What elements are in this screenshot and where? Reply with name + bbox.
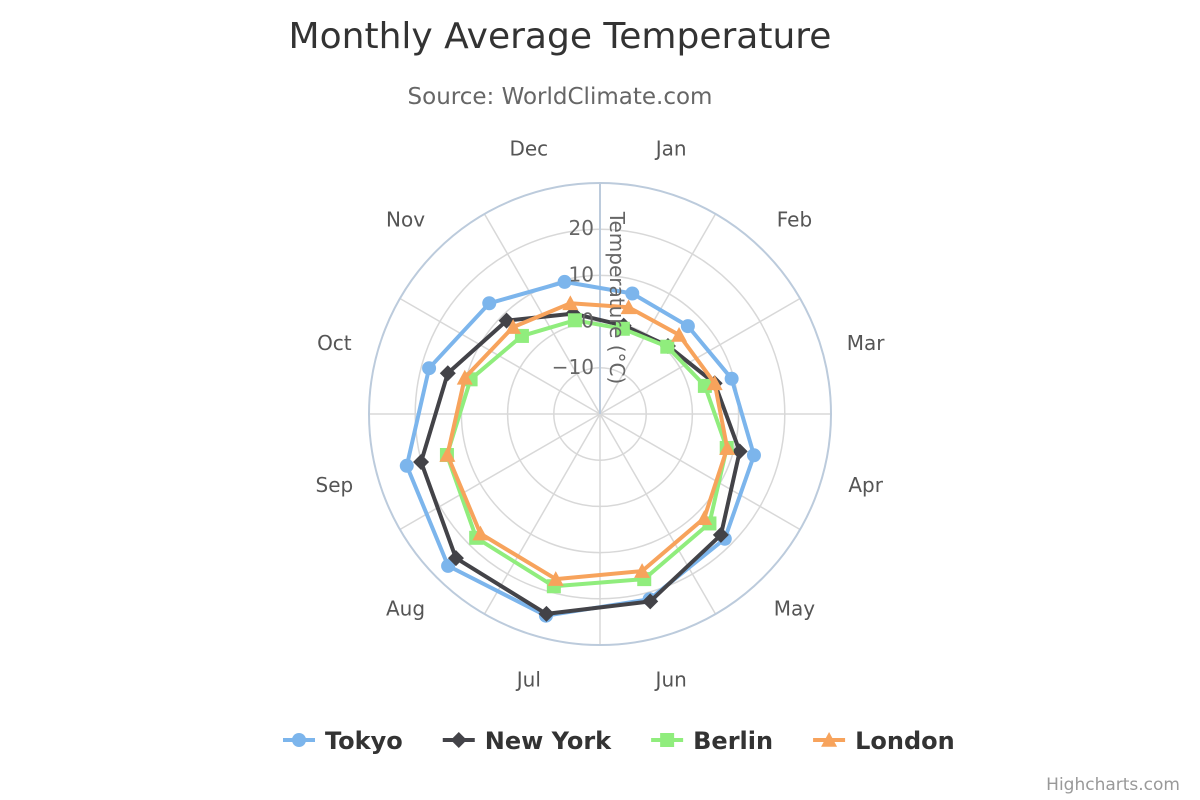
series-line-london[interactable] xyxy=(445,301,730,582)
chart-title: Monthly Average Temperature xyxy=(289,16,832,57)
data-point-london-nov[interactable] xyxy=(505,319,522,334)
legend: Tokyo New York Berlin London xyxy=(283,727,955,755)
category-label-jul: Jul xyxy=(515,668,541,692)
data-point-new-york-jun[interactable] xyxy=(642,593,659,610)
legend-item-new-york[interactable]: New York xyxy=(442,727,612,755)
data-point-tokyo-feb[interactable] xyxy=(680,319,695,334)
data-point-new-york-aug[interactable] xyxy=(447,550,464,567)
data-point-new-york-jul[interactable] xyxy=(538,605,555,622)
y-tick-label: −10 xyxy=(552,355,594,379)
legend-label-tokyo: Tokyo xyxy=(325,727,403,755)
legend-item-london[interactable]: London xyxy=(813,727,955,755)
data-point-london-dec[interactable] xyxy=(562,295,579,311)
category-label-oct: Oct xyxy=(317,331,352,355)
data-point-tokyo-oct[interactable] xyxy=(422,361,437,376)
legend-marker-diamond[interactable] xyxy=(450,732,467,748)
legend-item-berlin[interactable]: Berlin xyxy=(651,727,773,755)
legend-marker-triangle[interactable] xyxy=(821,732,838,747)
data-point-london-may[interactable] xyxy=(696,510,713,526)
data-point-tokyo-sep[interactable] xyxy=(399,458,414,473)
radial-grid-line xyxy=(399,413,601,531)
legend-marker-square[interactable] xyxy=(660,733,675,747)
category-label-jan: Jan xyxy=(654,136,687,160)
category-label-apr: Apr xyxy=(848,473,883,497)
y-tick-label: 0 xyxy=(581,309,594,333)
data-point-tokyo-jan[interactable] xyxy=(625,286,640,301)
data-point-london-feb[interactable] xyxy=(671,326,688,342)
category-label-jun: Jun xyxy=(654,668,687,692)
category-label-mar: Mar xyxy=(847,331,886,355)
data-point-tokyo-nov[interactable] xyxy=(482,296,497,311)
category-label-aug: Aug xyxy=(386,596,425,620)
polar-grid xyxy=(368,182,832,646)
data-point-berlin-jan[interactable] xyxy=(615,321,630,336)
radial-grid-line xyxy=(599,297,801,415)
y-tick-label: 10 xyxy=(569,262,594,286)
radial-grid-line xyxy=(483,413,601,615)
legend-label-new-york: New York xyxy=(485,727,612,755)
data-point-london-sep[interactable] xyxy=(439,446,456,462)
chart-subtitle: Source: WorldClimate.com xyxy=(408,84,713,110)
category-label-feb: Feb xyxy=(777,208,812,232)
axis-labels: Jan Feb Mar Apr May Jun Jul Aug Sep Oct Nov Dec −10 0… xyxy=(316,136,886,691)
category-label-nov: Nov xyxy=(386,208,425,232)
data-point-new-york-apr[interactable] xyxy=(731,443,748,460)
category-label-dec: Dec xyxy=(509,136,548,160)
data-point-london-mar[interactable] xyxy=(706,375,723,391)
series-london[interactable] xyxy=(439,295,736,586)
data-point-new-york-oct[interactable] xyxy=(439,365,456,382)
radial-grid-line xyxy=(599,213,717,415)
data-point-tokyo-mar[interactable] xyxy=(724,371,739,386)
data-point-london-jan[interactable] xyxy=(620,299,637,315)
data-point-berlin-dec[interactable] xyxy=(567,313,582,328)
category-label-may: May xyxy=(774,596,816,620)
data-point-tokyo-aug[interactable] xyxy=(441,558,456,573)
data-point-london-jul[interactable] xyxy=(547,571,564,586)
category-label-sep: Sep xyxy=(316,473,354,497)
legend-label-london: London xyxy=(855,727,955,755)
series-layer xyxy=(399,274,761,623)
credits-link[interactable]: Highcharts.com xyxy=(1046,775,1180,795)
radial-grid-line xyxy=(599,413,717,615)
data-point-tokyo-apr[interactable] xyxy=(746,448,761,463)
data-point-london-apr[interactable] xyxy=(719,440,736,455)
data-point-tokyo-dec[interactable] xyxy=(557,274,572,289)
legend-marker-circle[interactable] xyxy=(292,733,306,747)
legend-item-tokyo[interactable]: Tokyo xyxy=(283,727,403,755)
data-point-london-oct[interactable] xyxy=(456,369,473,385)
data-point-new-york-sep[interactable] xyxy=(413,453,430,470)
y-tick-label: 20 xyxy=(569,216,594,240)
data-point-new-york-may[interactable] xyxy=(712,526,729,543)
y-axis-title: Temperature (°C) xyxy=(605,211,629,385)
radial-grid-line xyxy=(599,413,801,531)
data-point-london-jun[interactable] xyxy=(634,563,651,578)
data-point-berlin-feb[interactable] xyxy=(660,339,675,354)
data-point-london-aug[interactable] xyxy=(472,525,489,541)
legend-label-berlin: Berlin xyxy=(693,727,773,755)
